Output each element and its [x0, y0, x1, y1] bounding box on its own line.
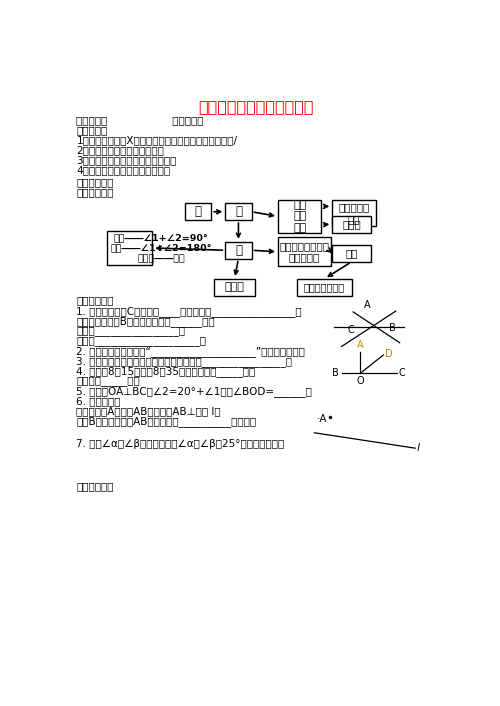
Text: A: A [364, 300, 370, 311]
Text: 线: 线 [235, 205, 242, 218]
Text: 两点之间的
距离: 两点之间的 距离 [338, 203, 370, 224]
FancyBboxPatch shape [185, 203, 212, 220]
Text: 如图，过点A画线段AB，使线段AB⊥直线 l，: 如图，过点A画线段AB，使线段AB⊥直线 l， [76, 406, 221, 417]
Text: 5. 如图，OA⊥BC，∠2=20°+∠1，则∠BOD=______．: 5. 如图，OA⊥BC，∠2=20°+∠1，则∠BOD=______． [76, 385, 312, 397]
Text: 7. 已知∠α与∠β互为补角，且∠α比∠β大25°，求这两个角。: 7. 已知∠α与∠β互为补角，且∠α比∠β大25°，求这两个角。 [76, 438, 284, 448]
FancyBboxPatch shape [332, 245, 371, 262]
Text: 3、同一个角的补角比余角大多少？: 3、同一个角的补角比余角大多少？ [76, 155, 177, 165]
Text: 余角――∠1+∠2=90°
补角――∠1+∠2=180°
对顶角――相等: 余角――∠1+∠2=90° 补角――∠1+∠2=180° 对顶角――相等 [110, 233, 212, 263]
Text: C: C [348, 325, 354, 335]
Text: 2. 整队时，我们利用了“____________________”这一数学原理。: 2. 整队时，我们利用了“____________________”这一数学原理… [76, 346, 306, 357]
Text: 可以表示的以点B为端点的射线有______条，: 可以表示的以点B为端点的射线有______条， [76, 316, 215, 327]
Text: B: B [332, 369, 339, 378]
Text: 学习目标：: 学习目标： [76, 125, 108, 135]
Text: 2、余角、补角的定义是什么？: 2、余角、补角的定义是什么？ [76, 145, 164, 155]
FancyBboxPatch shape [278, 237, 330, 266]
Text: O: O [356, 376, 364, 385]
FancyBboxPatch shape [225, 241, 252, 258]
Text: 「练习巩固」: 「练习巩固」 [76, 481, 114, 491]
Text: 方位角: 方位角 [224, 282, 244, 292]
Text: 4. 时钟从8点15分走到8点35分，分针转了_____度，: 4. 时钟从8点15分走到8点35分，分针转了_____度， [76, 366, 256, 376]
Text: 有线段____________________．: 有线段____________________． [76, 336, 206, 346]
Text: 垂直: 垂直 [346, 249, 358, 258]
Text: 1. 如图，经过点C的直线有____条，它们是________________；: 1. 如图，经过点C的直线有____条，它们是________________； [76, 306, 302, 316]
FancyBboxPatch shape [214, 279, 254, 296]
FancyBboxPatch shape [225, 203, 252, 220]
Text: 锐角、直角、鬝角
平角、周角: 锐角、直角、鬝角 平角、周角 [280, 241, 330, 263]
Text: 时针转了_____度．: 时针转了_____度． [76, 376, 140, 386]
Text: 「例题讲评」: 「例题讲评」 [76, 295, 114, 305]
Text: D: D [385, 349, 392, 359]
Text: 它们是________________；: 它们是________________； [76, 326, 186, 336]
Text: 点: 点 [194, 205, 202, 218]
Text: 「知识梳理」: 「知识梳理」 [76, 187, 114, 197]
FancyBboxPatch shape [332, 201, 376, 227]
FancyBboxPatch shape [296, 279, 352, 296]
Text: ·A: ·A [317, 414, 328, 424]
Text: l: l [416, 443, 420, 453]
Text: 且点B为垂足，线段AB的长度就是__________的距离。: 且点B为垂足，线段AB的长度就是__________的距离。 [76, 416, 256, 426]
Text: 平行线: 平行线 [342, 219, 361, 229]
Text: 1、一条直线上有X个点线段、射线、直线的条数是多少/: 1、一条直线上有X个点线段、射线、直线的条数是多少/ [76, 135, 237, 145]
Text: 4、平行、垂直的定义是什么？．: 4、平行、垂直的定义是什么？． [76, 165, 170, 175]
Text: C: C [399, 369, 406, 378]
Text: 6. 作图并填空: 6. 作图并填空 [76, 396, 121, 406]
Text: 线段
射线
直线: 线段 射线 直线 [293, 200, 306, 233]
FancyBboxPatch shape [278, 201, 322, 232]
Text: 第六章《平面图形的认识》: 第六章《平面图形的认识》 [198, 99, 314, 114]
Text: A: A [357, 340, 364, 350]
FancyBboxPatch shape [332, 215, 371, 232]
Text: 3. 如果两个角是对顶角，那么这两个角一定________________．: 3. 如果两个角是对顶角，那么这两个角一定________________． [76, 356, 292, 366]
Text: 《学习过程》: 《学习过程》 [76, 176, 114, 187]
Text: 角: 角 [235, 244, 242, 257]
Text: B: B [389, 323, 396, 333]
Text: 点到直线的距高: 点到直线的距高 [304, 282, 345, 292]
Text: 备课时间：                    上课时间：: 备课时间： 上课时间： [76, 115, 204, 125]
FancyBboxPatch shape [108, 231, 152, 265]
